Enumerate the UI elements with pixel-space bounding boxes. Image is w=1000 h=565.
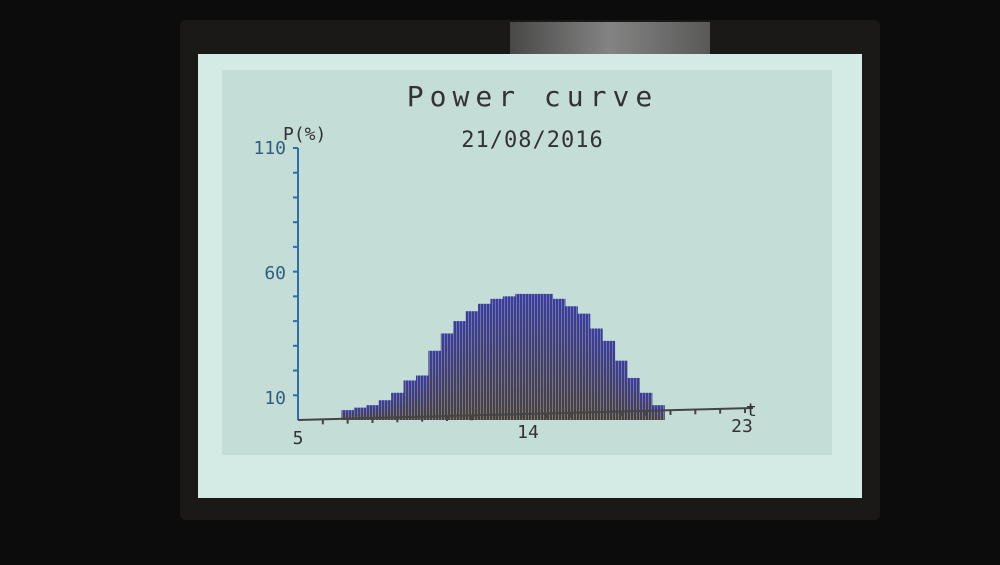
y-tick-label: 110	[253, 138, 286, 159]
x-axis-label: t	[746, 400, 757, 421]
x-tick-label: 5	[293, 428, 304, 449]
x-tick-label: 14	[517, 422, 539, 443]
y-tick-label: 10	[264, 388, 286, 409]
lcd-pixel-grid	[298, 148, 745, 420]
y-tick-label: 60	[264, 263, 286, 284]
y-axis-label: P(%)	[283, 124, 326, 145]
x-tick-label: 23	[731, 416, 753, 437]
chart-title: Power curve	[406, 80, 659, 113]
x-axis	[297, 407, 754, 421]
